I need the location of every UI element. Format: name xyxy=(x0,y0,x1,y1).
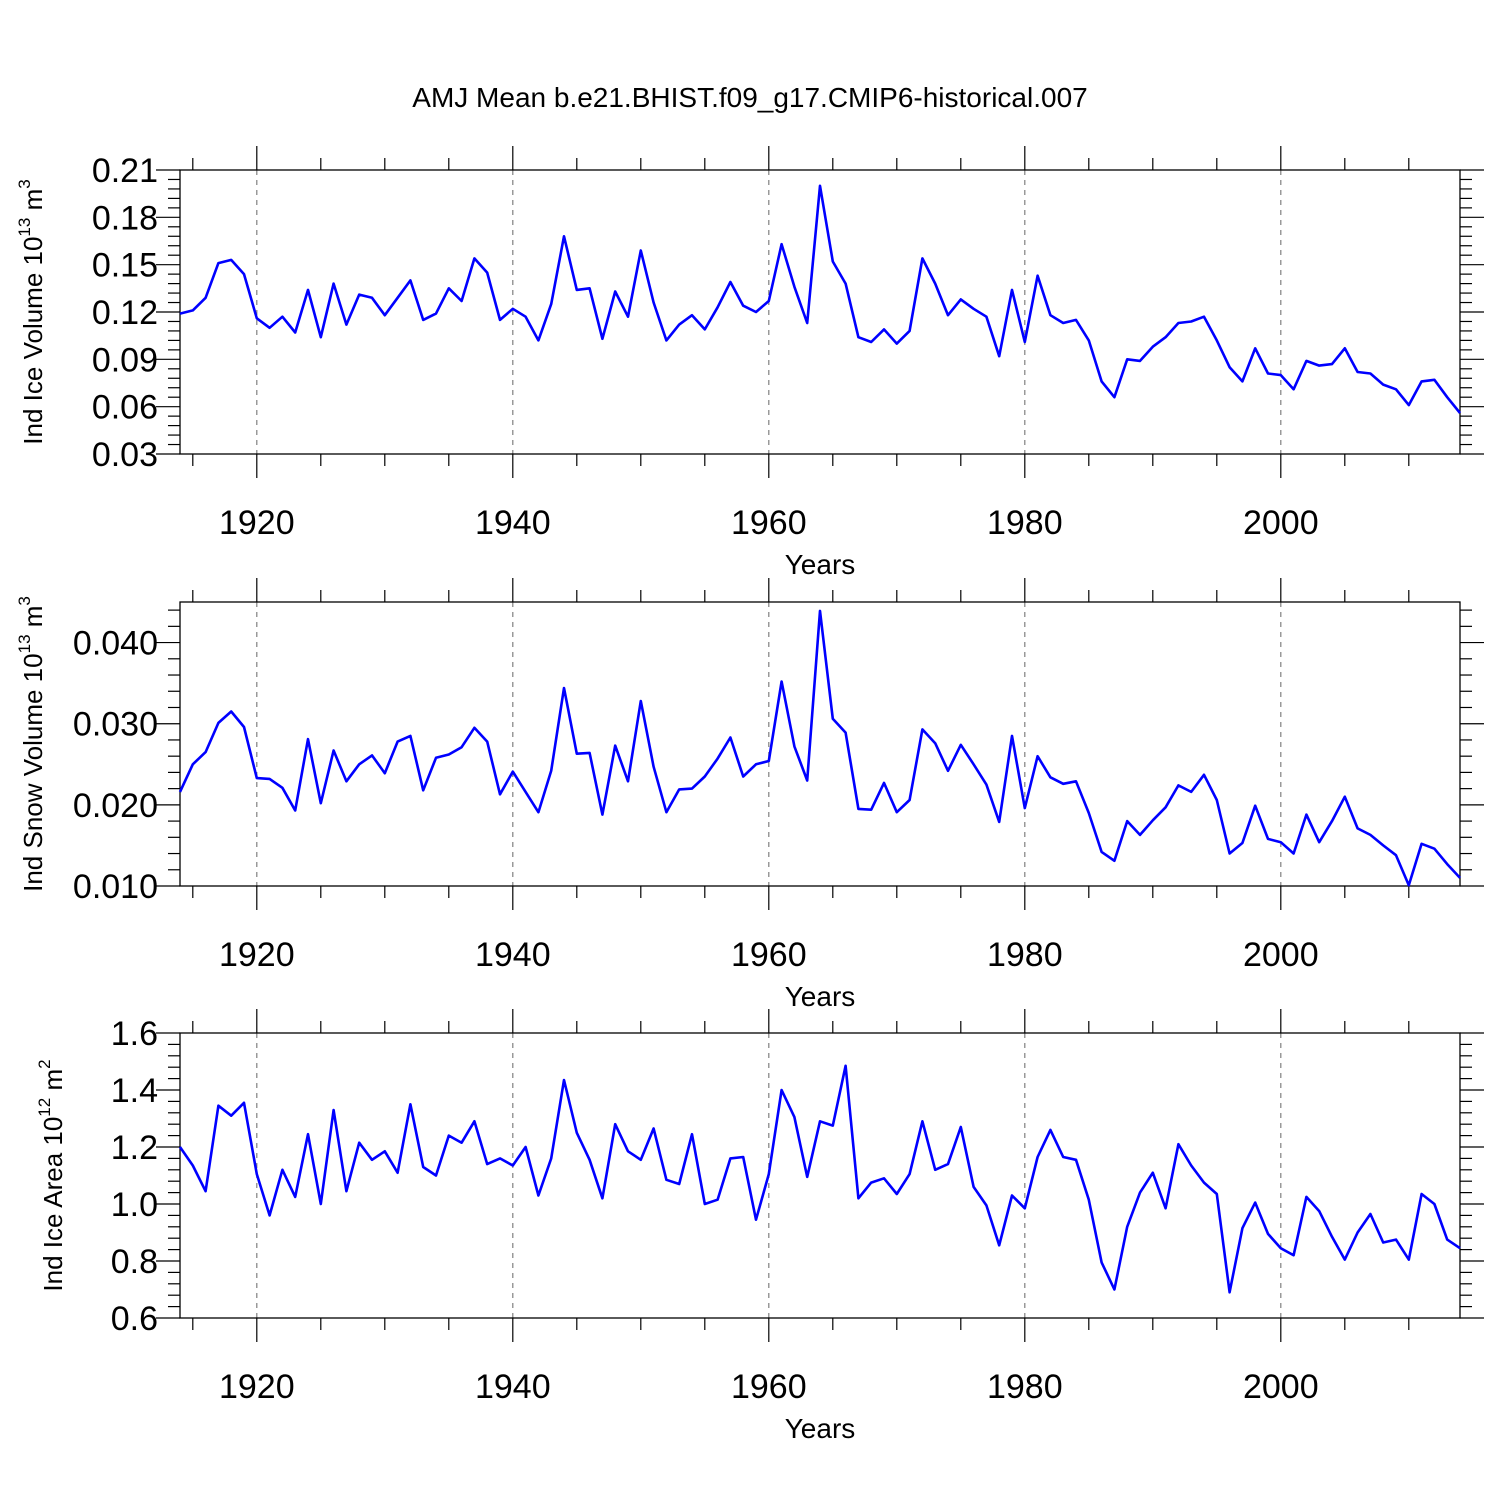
chart-panel-3: 1920 1940 1960 1980 2000 Years 0.6 0.8 1.0 1.2 1.4… xyxy=(35,1009,1484,1444)
x-tick-label: 1960 xyxy=(731,504,807,542)
x-tick-label: 2000 xyxy=(1243,1368,1319,1406)
x-tick-label: 1940 xyxy=(475,1368,551,1406)
x-tick-label: 1940 xyxy=(475,504,551,542)
x-tick-label: 1960 xyxy=(731,936,807,974)
series-line xyxy=(178,1064,1461,1294)
y-axis-label-unit-exponent: 3 xyxy=(15,596,34,605)
plot-frame xyxy=(179,1032,1461,1319)
y-tick-label: 0.010 xyxy=(73,868,158,906)
y-axis-label-unit: m xyxy=(38,1069,68,1098)
y-tick-label: 0.040 xyxy=(73,625,158,663)
x-tick-label: 1940 xyxy=(475,936,551,974)
plot-frame xyxy=(179,169,1461,455)
chart-panel-1: 1920 1940 1960 1980 2000 Years 0.03 0.06 0.09 0.1… xyxy=(15,146,1484,580)
y-tick-label: 0.09 xyxy=(92,341,158,379)
y-tick-label: 0.6 xyxy=(111,1300,158,1338)
y-tick-label: 0.03 xyxy=(92,436,158,474)
y-axis-label: Ind Ice Area 1012 m2 xyxy=(35,1059,68,1291)
series-line xyxy=(178,609,1461,887)
y-axis-label-unit: m xyxy=(18,606,48,635)
y-axis-label-text: Ind Snow Volume 10 xyxy=(18,653,48,892)
y-axis-label-exponent: 13 xyxy=(15,634,34,653)
y-tick-label: 0.15 xyxy=(92,247,158,285)
x-axis-label: Years xyxy=(785,1413,856,1444)
x-axis-label: Years xyxy=(785,981,856,1012)
plot-frame xyxy=(179,601,1461,887)
x-tick-label: 1920 xyxy=(219,936,295,974)
chart-panel-2: 1920 1940 1960 1980 2000 Years 0.010 0.020 0.030… xyxy=(15,578,1484,1012)
x-tick-label: 2000 xyxy=(1243,936,1319,974)
x-axis-label: Years xyxy=(785,549,856,580)
y-tick-label: 0.12 xyxy=(92,294,158,332)
y-tick-label: 1.0 xyxy=(111,1186,158,1224)
y-tick-label: 1.6 xyxy=(111,1015,158,1053)
y-axis-label-text: Ind Ice Volume 10 xyxy=(18,237,48,445)
x-tick-label: 1960 xyxy=(731,1368,807,1406)
y-axis-label-exponent: 12 xyxy=(35,1098,54,1117)
y-axis-label-exponent: 13 xyxy=(15,218,34,237)
x-tick-label: 1980 xyxy=(987,504,1063,542)
y-tick-label: 0.030 xyxy=(73,706,158,744)
y-axis-label: Ind Ice Volume 1013 m3 xyxy=(15,179,48,444)
x-tick-label: 2000 xyxy=(1243,504,1319,542)
series-line xyxy=(179,184,1462,414)
y-tick-label: 0.020 xyxy=(73,787,158,825)
y-tick-label: 1.2 xyxy=(111,1129,158,1167)
x-tick-label: 1980 xyxy=(987,936,1063,974)
y-tick-label: 1.4 xyxy=(111,1072,158,1110)
y-tick-label: 0.21 xyxy=(92,152,158,190)
y-axis-label: Ind Snow Volume 1013 m3 xyxy=(15,596,48,892)
figure-title: AMJ Mean b.e21.BHIST.f09_g17.CMIP6-histo… xyxy=(412,82,1087,113)
y-axis-label-text: Ind Ice Area 10 xyxy=(38,1117,68,1292)
y-axis-label-unit: m xyxy=(18,189,48,218)
y-tick-label: 0.8 xyxy=(111,1243,158,1281)
y-tick-label: 0.06 xyxy=(92,389,158,427)
x-tick-label: 1920 xyxy=(219,1368,295,1406)
x-tick-label: 1920 xyxy=(219,504,295,542)
y-tick-label: 0.18 xyxy=(92,199,158,237)
y-axis-label-unit-exponent: 3 xyxy=(15,179,34,188)
x-tick-label: 1980 xyxy=(987,1368,1063,1406)
y-axis-label-unit-exponent: 2 xyxy=(35,1059,54,1068)
